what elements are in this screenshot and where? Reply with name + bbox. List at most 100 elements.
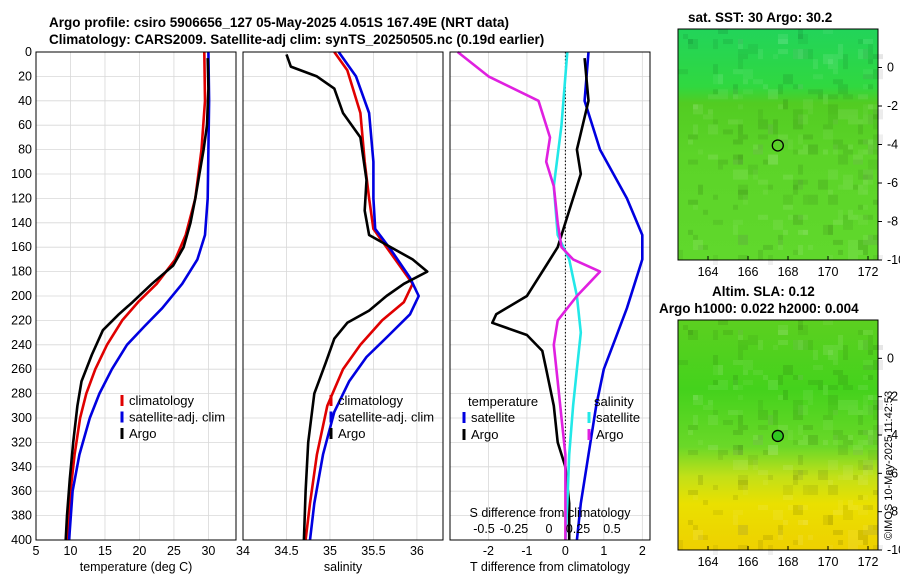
sla_map-texture-cell	[688, 330, 698, 340]
sst_map-texture-cell	[833, 119, 838, 125]
sst_map-texture-cell	[778, 139, 788, 145]
sla_map-texture-cell	[873, 415, 878, 420]
sla_map-texture-cell	[848, 440, 853, 445]
sst_map-texture-cell	[758, 249, 763, 260]
sst_map-texture-cell	[793, 84, 798, 90]
sst_map-texture-cell	[828, 114, 838, 125]
temperature-ytick-label: 180	[11, 265, 32, 279]
sla_map-texture-cell	[868, 525, 878, 535]
sla_map-texture-cell	[848, 530, 858, 540]
sla_map-texture-cell	[738, 460, 748, 470]
sla_map-texture-cell	[823, 420, 833, 430]
sla_map-texture-cell	[863, 340, 873, 350]
sst_map-texture-cell	[803, 144, 808, 150]
salinity-xtick-label: 34	[236, 544, 250, 558]
sst_map-texture-cell	[828, 169, 838, 180]
sla_map-texture-cell	[713, 365, 723, 375]
difference-sal-tick-label: -0.25	[500, 522, 529, 536]
sst_map-texture-cell	[873, 104, 878, 115]
difference-series-S-satellite	[552, 51, 583, 541]
temperature-ytick-label: 380	[11, 509, 32, 523]
sst_map-texture-cell	[693, 234, 698, 240]
sst_map-texture-cell	[693, 124, 698, 135]
sst_map-texture-cell	[713, 74, 723, 85]
temperature-xtick-label: 5	[33, 544, 40, 558]
sla_map-texture-cell	[798, 375, 803, 380]
sla_map-texture-cell	[693, 495, 698, 500]
sla_map-xtick-label: 166	[738, 555, 759, 569]
sla_map-texture-cell	[738, 340, 748, 345]
sla_map-texture-cell	[678, 540, 683, 550]
sla_map-ytick-label: -10	[887, 543, 900, 557]
sla_map-texture-cell	[833, 530, 843, 535]
sst_map-texture-cell	[688, 139, 693, 145]
sst_map-texture-cell	[713, 89, 718, 95]
sst_map-texture-cell	[758, 49, 763, 60]
sst_map-texture-cell	[788, 139, 793, 150]
sst_map-texture-cell	[793, 49, 803, 60]
sla_map-texture-cell	[858, 460, 868, 470]
sla_map-texture-cell	[828, 480, 833, 485]
sla_map-texture-cell	[738, 330, 743, 335]
sla_map-texture-cell	[828, 515, 833, 525]
sst_map-texture-cell	[698, 184, 703, 195]
sla_map-texture-cell	[723, 330, 733, 335]
sla_map-texture-cell	[768, 380, 778, 390]
sla_map-texture-cell	[868, 405, 878, 415]
sst_map-texture-cell	[688, 229, 693, 235]
temperature-panel	[35, 51, 237, 541]
sla_map-texture-cell	[718, 380, 728, 390]
sla_map-texture-cell	[798, 405, 808, 415]
sst_map-texture-cell	[868, 234, 878, 245]
sla_map-xtick-label: 168	[778, 555, 799, 569]
sst_map-texture-cell	[753, 149, 763, 155]
sla_map-texture-cell	[843, 435, 848, 445]
sst_map-texture-cell	[838, 44, 843, 55]
sla_map-texture-cell	[733, 385, 743, 390]
sst_map-texture-cell	[843, 174, 853, 180]
sst_map-texture-cell	[698, 149, 703, 155]
sst_map-texture-cell	[733, 224, 738, 235]
sst_map-texture-cell	[708, 154, 718, 160]
sst_map-texture-cell	[798, 49, 808, 60]
sst_map-xtick-label: 166	[738, 265, 759, 279]
sla_map-texture-cell	[833, 410, 838, 415]
sla_map-texture-cell	[823, 415, 833, 420]
sla_map-texture-cell	[768, 475, 773, 480]
sst_map-argo-marker	[771, 139, 784, 152]
sst_map-texture-cell	[828, 189, 833, 195]
sla_map-texture-cell	[793, 340, 803, 350]
sst_map-ytick-label: -4	[887, 138, 898, 152]
sst_map-texture-cell	[733, 139, 743, 145]
temperature-xtick-label: 30	[201, 544, 215, 558]
sla_map-texture-cell	[868, 395, 873, 400]
sla_map-texture-cell	[793, 400, 803, 410]
sst_map-texture-cell	[858, 39, 863, 45]
sst_map-ytick-label: -10	[887, 253, 900, 267]
sla_map-texture-cell	[828, 385, 838, 390]
sst_map-texture-cell	[743, 194, 748, 205]
sla_map-texture-cell	[793, 340, 803, 350]
sst_map-texture-cell	[798, 134, 803, 145]
sla_map-texture-cell	[858, 530, 868, 540]
sst_map-texture-cell	[733, 169, 738, 180]
temperature-ytick-label: 120	[11, 191, 32, 205]
sst_map-texture-cell	[678, 249, 683, 260]
sst_map-texture-cell	[858, 139, 868, 145]
sla_map-texture-cell	[803, 485, 808, 495]
sla_map-texture-cell	[833, 435, 838, 445]
sst_map-texture-cell	[863, 214, 873, 220]
sst_map-texture-cell	[753, 144, 763, 155]
sst_map-texture-cell	[788, 214, 793, 220]
sla_map-texture-cell	[868, 450, 878, 460]
temperature-ytick-label: 100	[11, 167, 32, 181]
sla_map-texture-cell	[738, 445, 743, 455]
salinity-series-satellite-adj-clim	[308, 51, 421, 541]
sla_map-texture-cell	[863, 470, 873, 475]
sst_map-texture-cell	[838, 249, 843, 255]
sst_map-texture-cell	[743, 69, 753, 80]
sla_map-texture-cell	[733, 380, 738, 390]
sst_map-texture-cell	[863, 174, 868, 180]
sst_map-texture-cell	[833, 79, 843, 85]
